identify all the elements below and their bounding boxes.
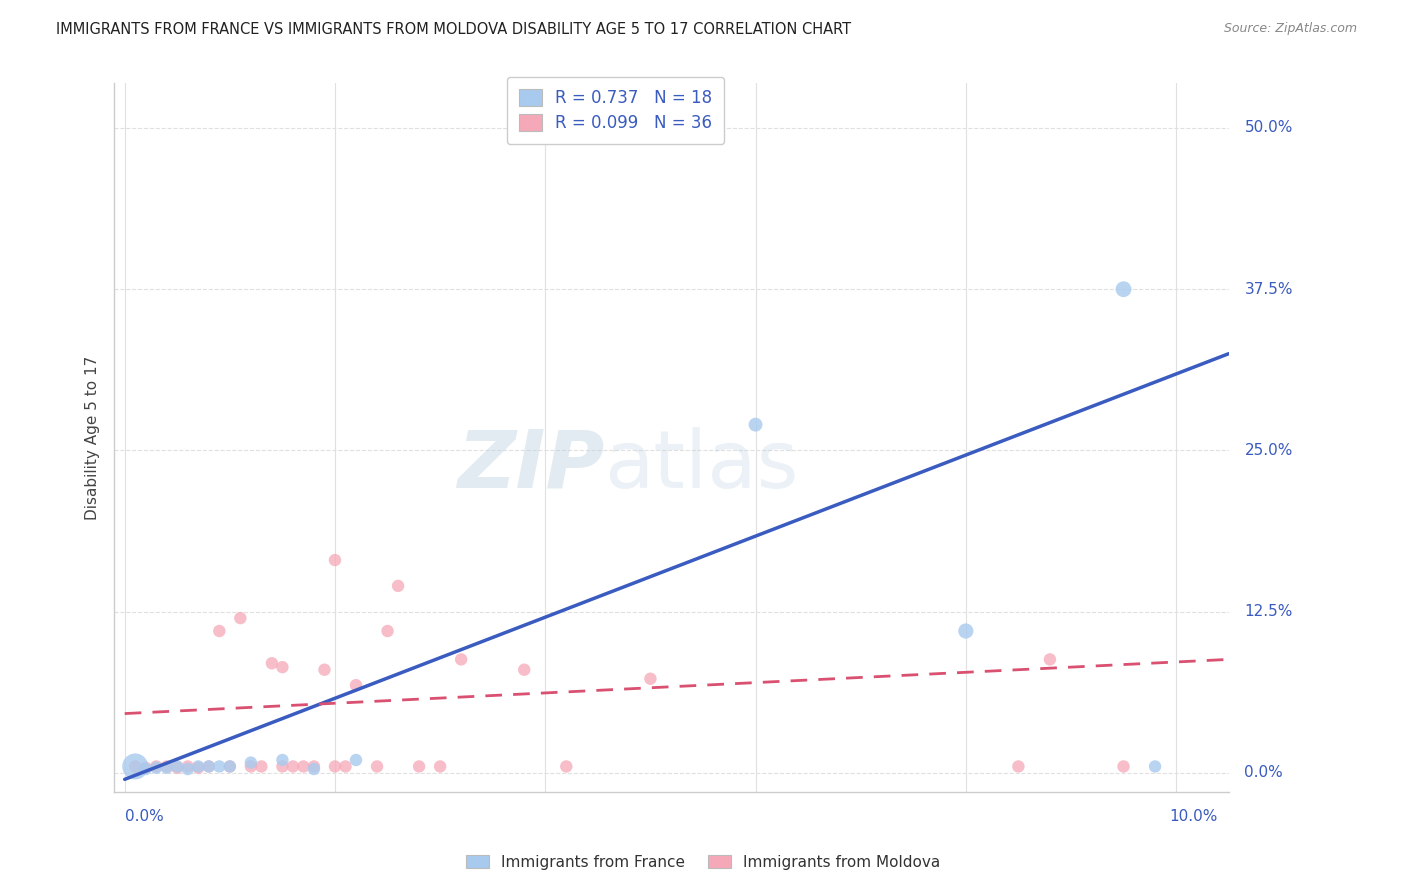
Point bbox=[344, 678, 367, 692]
Point bbox=[302, 759, 325, 773]
Point bbox=[124, 759, 146, 773]
Point bbox=[208, 624, 231, 638]
Text: 25.0%: 25.0% bbox=[1244, 443, 1292, 458]
Point bbox=[198, 759, 221, 773]
Text: 12.5%: 12.5% bbox=[1244, 604, 1292, 619]
Point bbox=[229, 611, 252, 625]
Legend: R = 0.737   N = 18, R = 0.099   N = 36: R = 0.737 N = 18, R = 0.099 N = 36 bbox=[508, 77, 724, 145]
Point bbox=[250, 759, 273, 773]
Point bbox=[218, 759, 240, 773]
Point bbox=[271, 759, 294, 773]
Point bbox=[135, 761, 157, 775]
Text: 10.0%: 10.0% bbox=[1170, 809, 1218, 824]
Text: 0.0%: 0.0% bbox=[125, 809, 163, 824]
Text: IMMIGRANTS FROM FRANCE VS IMMIGRANTS FROM MOLDOVA DISABILITY AGE 5 TO 17 CORRELA: IMMIGRANTS FROM FRANCE VS IMMIGRANTS FRO… bbox=[56, 22, 852, 37]
Point bbox=[260, 657, 283, 671]
Point bbox=[323, 553, 346, 567]
Point bbox=[555, 759, 578, 773]
Y-axis label: Disability Age 5 to 17: Disability Age 5 to 17 bbox=[86, 355, 100, 520]
Point bbox=[1039, 652, 1062, 666]
Point bbox=[177, 759, 200, 773]
Point bbox=[1007, 759, 1029, 773]
Point bbox=[955, 624, 977, 638]
Point bbox=[377, 624, 399, 638]
Point bbox=[187, 759, 209, 773]
Point bbox=[239, 756, 262, 770]
Point bbox=[281, 759, 304, 773]
Point bbox=[166, 759, 188, 773]
Point bbox=[145, 761, 167, 775]
Point bbox=[744, 417, 766, 432]
Point bbox=[218, 759, 240, 773]
Text: ZIP: ZIP bbox=[457, 427, 605, 505]
Point bbox=[292, 759, 315, 773]
Point bbox=[145, 759, 167, 773]
Point bbox=[344, 753, 367, 767]
Point bbox=[1112, 282, 1135, 296]
Point bbox=[156, 759, 179, 773]
Point bbox=[198, 759, 221, 773]
Point bbox=[156, 761, 179, 775]
Point bbox=[408, 759, 430, 773]
Point bbox=[429, 759, 451, 773]
Point bbox=[513, 663, 536, 677]
Point bbox=[335, 759, 357, 773]
Text: 50.0%: 50.0% bbox=[1244, 120, 1292, 136]
Point bbox=[187, 761, 209, 775]
Point bbox=[1112, 759, 1135, 773]
Point bbox=[177, 762, 200, 776]
Point bbox=[323, 759, 346, 773]
Text: 0.0%: 0.0% bbox=[1244, 765, 1284, 780]
Text: 37.5%: 37.5% bbox=[1244, 282, 1294, 297]
Text: Source: ZipAtlas.com: Source: ZipAtlas.com bbox=[1223, 22, 1357, 36]
Point bbox=[640, 672, 662, 686]
Point bbox=[366, 759, 388, 773]
Legend: Immigrants from France, Immigrants from Moldova: Immigrants from France, Immigrants from … bbox=[458, 847, 948, 877]
Point bbox=[314, 663, 336, 677]
Point bbox=[239, 759, 262, 773]
Point bbox=[208, 759, 231, 773]
Point bbox=[271, 660, 294, 674]
Text: atlas: atlas bbox=[605, 427, 799, 505]
Point bbox=[124, 759, 146, 773]
Point bbox=[387, 579, 409, 593]
Point bbox=[302, 762, 325, 776]
Point bbox=[1144, 759, 1167, 773]
Point bbox=[166, 761, 188, 775]
Point bbox=[271, 753, 294, 767]
Point bbox=[135, 762, 157, 776]
Point bbox=[450, 652, 472, 666]
